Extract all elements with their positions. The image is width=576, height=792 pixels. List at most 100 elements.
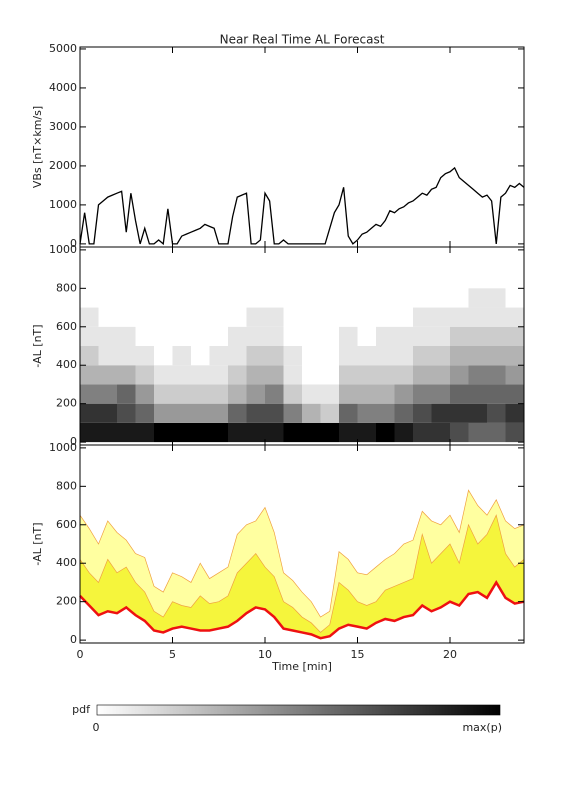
heat-cell: [228, 365, 247, 385]
y-tick-label: 200: [56, 595, 77, 608]
heat-cell: [487, 288, 506, 308]
heat-cell: [117, 326, 136, 346]
heat-cell: [117, 346, 136, 366]
x-tick-label: 20: [443, 648, 457, 661]
heat-cell: [246, 346, 265, 366]
colorbar-min: 0: [93, 721, 100, 734]
y-tick-label: 4000: [49, 81, 77, 94]
heat-cell: [283, 288, 302, 308]
heat-cell: [302, 403, 321, 423]
heat-cell: [357, 403, 376, 423]
heat-cell: [80, 326, 99, 346]
heat-cell: [283, 307, 302, 327]
heat-cell: [228, 384, 247, 404]
heat-cell: [228, 307, 247, 327]
heat-cell: [357, 365, 376, 385]
heat-cell: [450, 403, 469, 423]
heat-cell: [265, 365, 284, 385]
heat-cell: [265, 403, 284, 423]
heat-cell: [302, 422, 321, 443]
heat-cell: [431, 403, 450, 423]
heat-cell: [191, 365, 210, 385]
x-tick-label: 10: [258, 648, 272, 661]
heat-cell: [413, 365, 432, 385]
x-axis-label: Time [min]: [271, 660, 332, 673]
y-tick-label: 0: [70, 633, 77, 646]
y-axis-label: -AL [nT]: [31, 522, 44, 565]
heat-cell: [376, 288, 395, 308]
heat-cell: [413, 288, 432, 308]
heat-cell: [191, 403, 210, 423]
heat-cell: [172, 326, 191, 346]
heat-cell: [191, 346, 210, 366]
heat-cell: [135, 365, 154, 385]
heat-cell: [302, 346, 321, 366]
heat-cell: [450, 288, 469, 308]
heat-cell: [228, 288, 247, 308]
heat-cell: [154, 422, 173, 443]
heat-cell: [339, 422, 358, 443]
heat-cell: [98, 307, 117, 327]
heat-cell: [80, 288, 99, 308]
heat-cell: [413, 307, 432, 327]
heat-cell: [487, 326, 506, 346]
x-tick-label: 5: [169, 648, 176, 661]
heat-cell: [394, 384, 413, 404]
heat-cell: [431, 384, 450, 404]
heat-cell: [209, 365, 228, 385]
heat-cell: [80, 365, 99, 385]
heat-cell: [283, 422, 302, 443]
chart-title: Near Real Time AL Forecast: [220, 33, 385, 47]
y-axis-label: -AL [nT]: [31, 324, 44, 367]
heat-cell: [394, 422, 413, 443]
y-tick-label: 2000: [49, 159, 77, 172]
heat-cell: [339, 346, 358, 366]
heat-cell: [228, 403, 247, 423]
heat-cell: [265, 307, 284, 327]
heat-cell: [228, 346, 247, 366]
heat-cell: [98, 365, 117, 385]
heat-cell: [450, 326, 469, 346]
heat-cell: [135, 346, 154, 366]
heat-cell: [376, 346, 395, 366]
heat-cell: [339, 384, 358, 404]
heat-cell: [135, 288, 154, 308]
y-tick-label: 600: [56, 518, 77, 531]
y-tick-label: 1000: [49, 441, 77, 454]
heat-cell: [487, 365, 506, 385]
heat-cell: [246, 422, 265, 443]
heat-cell: [209, 288, 228, 308]
heat-cell: [302, 365, 321, 385]
heat-cell: [117, 307, 136, 327]
heat-cell: [505, 403, 524, 423]
heat-cell: [265, 326, 284, 346]
heat-cell: [320, 288, 339, 308]
heat-cell: [265, 288, 284, 308]
y-axis-label: VBs [nT×km/s]: [31, 106, 44, 188]
heat-cell: [376, 384, 395, 404]
heat-cell: [357, 288, 376, 308]
heat-cell: [154, 346, 173, 366]
heat-cell: [357, 384, 376, 404]
heat-cell: [228, 326, 247, 346]
heat-cell: [320, 326, 339, 346]
heat-cell: [468, 288, 487, 308]
colorbar: [96, 704, 501, 716]
heat-cell: [117, 422, 136, 443]
heat-cell: [154, 365, 173, 385]
heat-cell: [209, 346, 228, 366]
heat-cell: [394, 346, 413, 366]
y-tick-label: 3000: [49, 120, 77, 133]
heat-cell: [98, 346, 117, 366]
heat-cell: [191, 288, 210, 308]
heat-cell: [154, 288, 173, 308]
heat-cell: [505, 307, 524, 327]
heat-cell: [394, 403, 413, 423]
heat-cell: [154, 384, 173, 404]
heat-cell: [283, 403, 302, 423]
heat-cell: [283, 384, 302, 404]
y-tick-label: 800: [56, 281, 77, 294]
heat-cell: [357, 307, 376, 327]
heat-cell: [376, 403, 395, 423]
heat-cell: [413, 346, 432, 366]
